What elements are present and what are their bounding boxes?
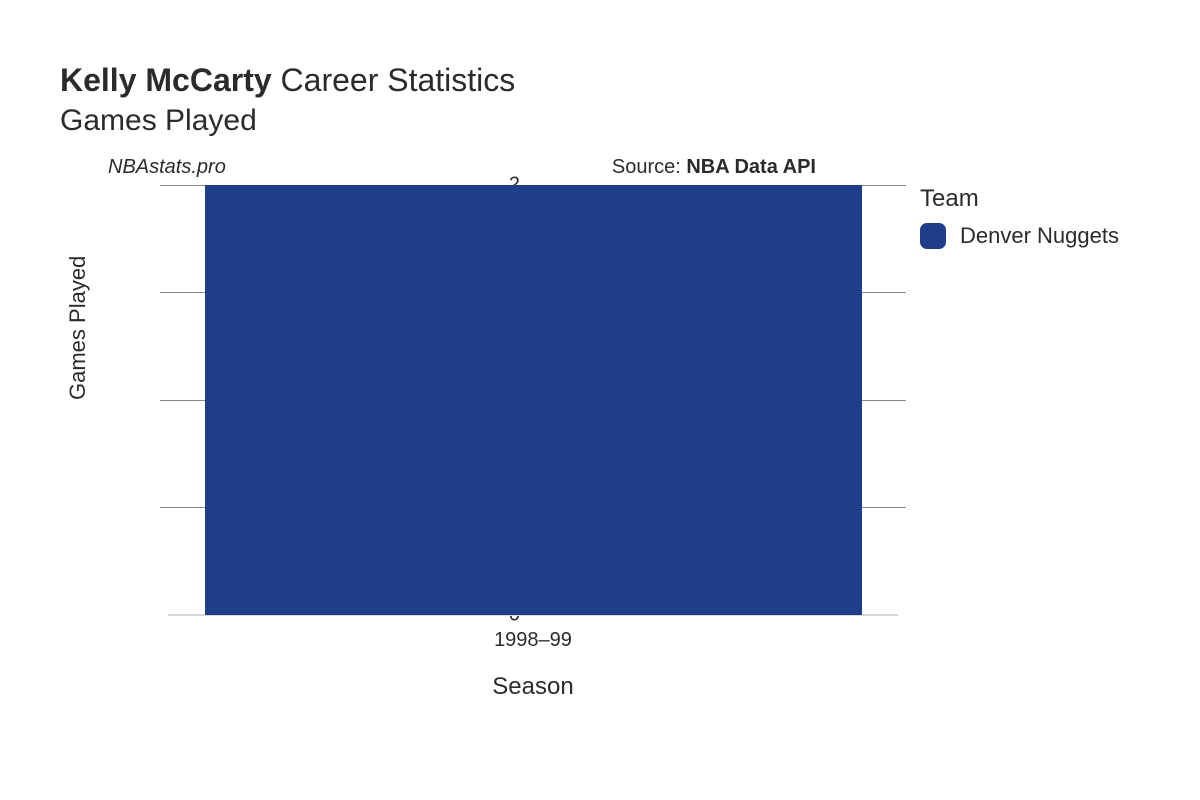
title-subtitle: Games Played (60, 104, 1160, 138)
legend-title: Team (920, 185, 1119, 213)
y-tick-mark (160, 185, 168, 186)
title-suffix: Career Statistics (281, 62, 516, 98)
y-tick-mark (898, 185, 906, 186)
chart-container: Kelly McCarty Career Statistics Games Pl… (60, 60, 1160, 185)
y-axis-title: Games Played (65, 255, 91, 399)
y-tick-mark (898, 292, 906, 293)
y-tick-mark (898, 400, 906, 401)
bar (205, 185, 862, 615)
y-tick-mark (898, 507, 906, 508)
legend-items: Denver Nuggets (920, 223, 1119, 249)
y-tick-mark (160, 507, 168, 508)
y-tick-mark (160, 292, 168, 293)
legend-label: Denver Nuggets (960, 223, 1119, 249)
site-credit: NBAstats.pro (108, 156, 226, 179)
source-credit: Source: NBA Data API (612, 156, 816, 179)
legend-swatch (920, 223, 946, 249)
meta-row: NBAstats.pro Source: NBA Data API (60, 156, 816, 179)
source-label: Source: (612, 156, 686, 178)
legend-item: Denver Nuggets (920, 223, 1119, 249)
title-block: Kelly McCarty Career Statistics Games Pl… (60, 60, 1160, 138)
plot-area (168, 185, 898, 615)
legend: Team Denver Nuggets (920, 185, 1119, 249)
title-player-name: Kelly McCarty (60, 62, 272, 98)
title-line1: Kelly McCarty Career Statistics (60, 60, 1160, 102)
y-tick-mark (160, 400, 168, 401)
source-value: NBA Data API (686, 156, 816, 178)
x-tick-label: 1998–99 (494, 629, 572, 652)
x-axis-title: Season (492, 673, 573, 701)
